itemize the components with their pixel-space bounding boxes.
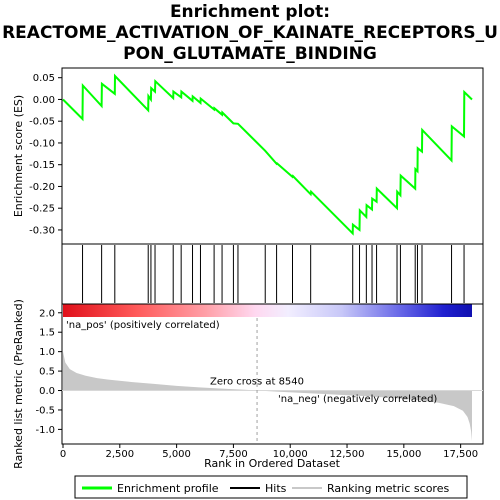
metric-ytick-label: -0.5 [35,405,55,416]
chart-title-line-1: Enrichment plot: [169,2,331,22]
xtick-label: 5,000 [162,449,191,460]
es-ytick-label: -0.30 [29,225,55,236]
legend-label-hits: Hits [265,482,287,495]
xtick-label: 15,000 [386,449,421,460]
metric-panel-frame [61,303,484,445]
es-ytick-label: 0.05 [33,73,55,84]
xtick-label: 12,500 [330,449,365,460]
chart-title: Enrichment plot: REACTOME_ACTIVATION_OF_… [0,2,500,65]
es-ytick-label: 0.00 [33,95,55,106]
metric-ytick-label: 2.0 [39,308,55,319]
metric-ylabel: Ranked list metric (PreRanked) [12,299,25,469]
rank-color-bar [63,304,472,317]
es-ytick-label: -0.05 [29,117,55,128]
xtick-label: 2,500 [105,449,134,460]
x-axis: 0 2,500 5,000 7,500 10,000 12,500 15,000 17,500 [60,444,478,460]
x-axis-label: Rank in Ordered Dataset [204,457,341,470]
metric-ytick-label: 1.0 [39,347,55,358]
es-y-axis: 0.05 0.00 -0.05 -0.10 -0.15 -0.20 -0.25 -0.30 [29,73,62,236]
pos-correlated-label: 'na_pos' (positively correlated) [66,320,220,331]
metric-ytick-label: 0.5 [39,367,55,378]
chart-title-line-2: REACTOME_ACTIVATION_OF_KAINATE_RECEPTORS… [2,23,498,43]
metric-ytick-label: 1.5 [39,328,55,339]
neg-correlated-label: 'na_neg' (negatively correlated) [278,394,437,405]
hits-markers [82,245,465,303]
xtick-label: 7,500 [219,449,248,460]
es-panel-frame [61,67,484,245]
metric-area [63,351,472,442]
zero-cross-label: Zero cross at 8540 [210,377,304,388]
xtick-label: 10,000 [273,449,308,460]
xtick-label: 0 [60,449,66,460]
xtick-label: 17,500 [443,449,478,460]
es-ytick-label: -0.20 [29,182,55,193]
hits-panel-frame [61,243,484,305]
legend-label-ranking-metric: Ranking metric scores [327,482,449,495]
es-ytick-label: -0.25 [29,204,55,215]
metric-y-axis: 2.0 1.5 1.0 0.5 0.0 -0.5 -1.0 [35,308,62,436]
legend-box [74,475,468,499]
metric-ytick-label: 0.0 [39,386,55,397]
metric-ytick-label: -1.0 [35,425,55,436]
es-ytick-label: -0.15 [29,160,55,171]
legend-label-enrichment-profile: Enrichment profile [117,482,219,495]
chart-title-line-3: PON_GLUTAMATE_BINDING [123,44,377,64]
es-ylabel: Enrichment score (ES) [12,95,25,217]
es-ytick-label: -0.10 [29,138,55,149]
es-line [62,73,473,236]
